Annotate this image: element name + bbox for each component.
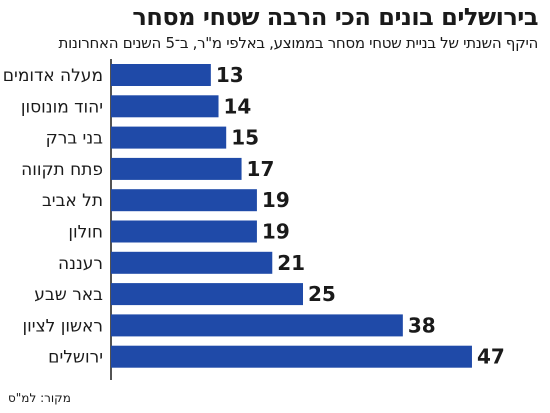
category-label: פתח תקווה <box>21 160 103 180</box>
bar <box>111 157 242 180</box>
bar <box>111 95 219 118</box>
bar <box>111 126 227 149</box>
value-label: 15 <box>231 126 259 150</box>
value-label: 19 <box>262 188 290 212</box>
category-label: תל אביב <box>42 191 103 211</box>
category-label: ראשון לציון <box>23 316 103 336</box>
value-label: 14 <box>224 94 252 118</box>
bar <box>111 345 472 368</box>
value-label: 13 <box>216 63 244 87</box>
bar <box>111 189 257 212</box>
value-label: 19 <box>262 220 290 244</box>
value-label: 21 <box>277 251 305 275</box>
category-label: חולון <box>68 223 103 243</box>
chart-title: בירושלים בונים הכי הרבה שטחי מסחר <box>132 3 538 31</box>
bar <box>111 64 211 86</box>
value-label: 17 <box>247 157 275 181</box>
category-label: רעננה <box>58 254 103 274</box>
category-label: ירושלים <box>48 348 103 368</box>
category-label: מעלה אדומים <box>3 66 103 86</box>
source-note: מקור: למ"ס <box>8 391 71 405</box>
category-label: בני ברק <box>46 129 103 149</box>
bar <box>111 314 403 337</box>
value-label: 25 <box>308 282 336 306</box>
bar <box>111 283 303 306</box>
value-label: 38 <box>408 313 436 337</box>
value-label: 47 <box>477 345 505 369</box>
bar <box>111 251 273 274</box>
bar <box>111 220 257 243</box>
category-label: באר שבע <box>34 285 103 305</box>
chart-subtitle: היקף השנתי של בניית שטחי מסחר בממוצע, בא… <box>58 34 539 52</box>
category-label: יהוד מונוסון <box>21 97 103 117</box>
